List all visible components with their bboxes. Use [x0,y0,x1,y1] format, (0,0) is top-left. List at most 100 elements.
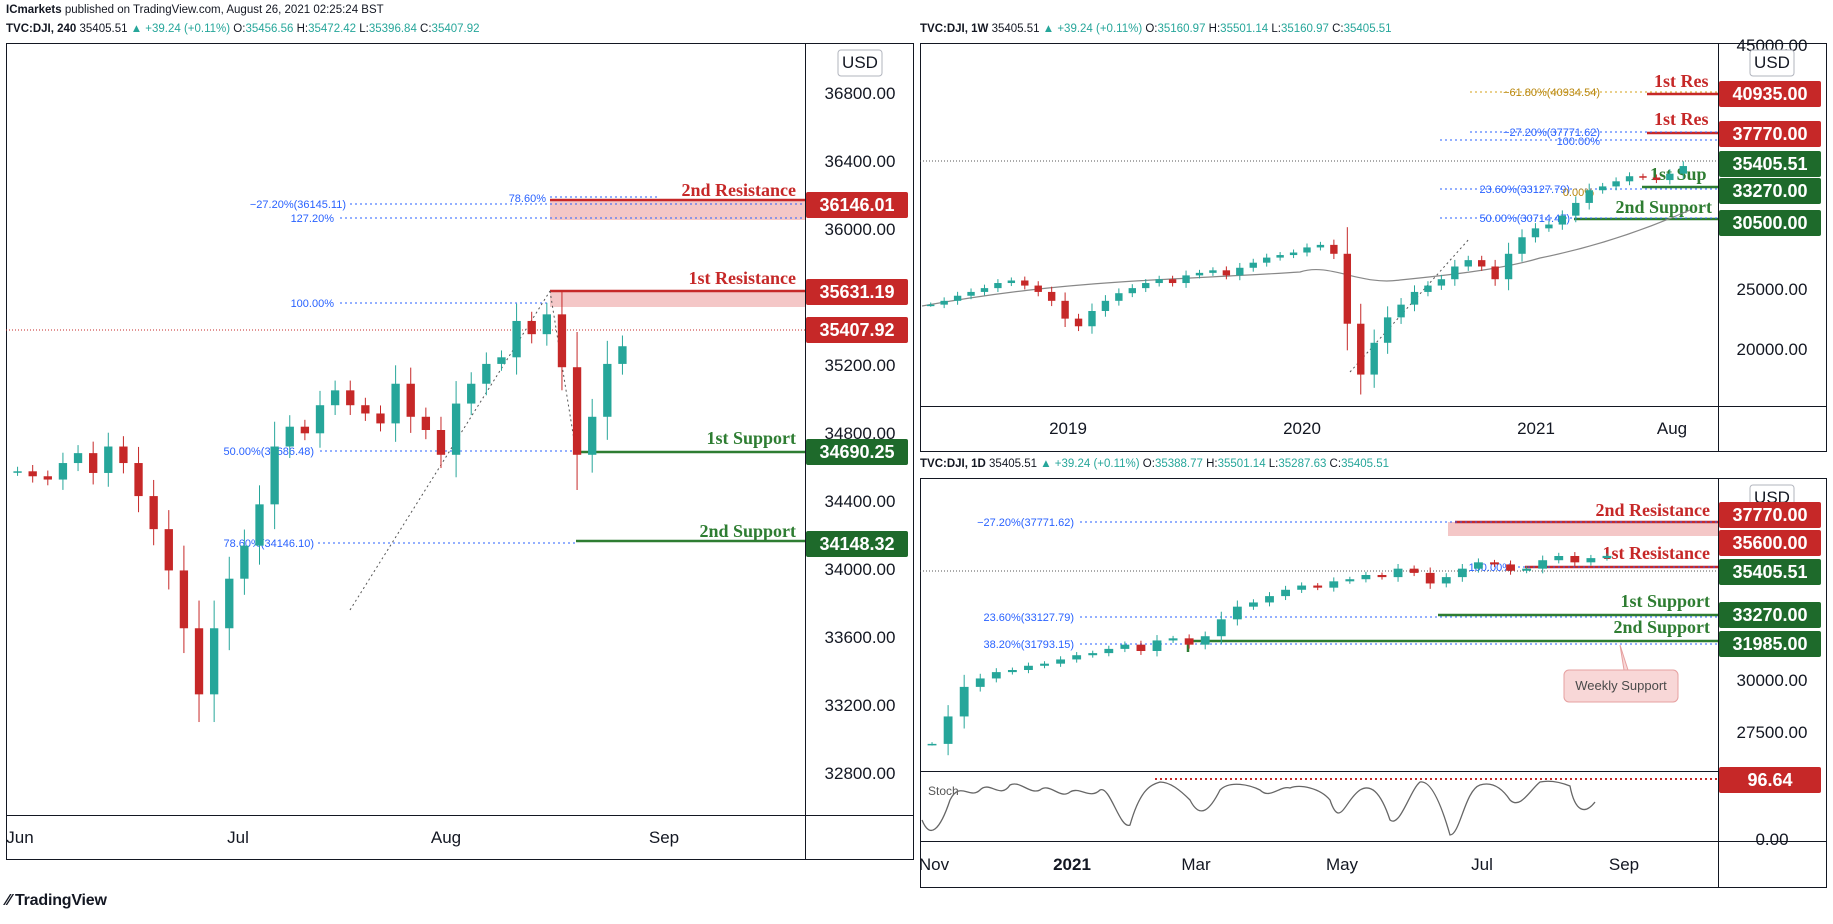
candle [572,367,582,455]
tradingview-logo[interactable]: ⁄⁄ TradingView [6,892,107,909]
candle [1262,257,1271,263]
panel-4h-currency-badge[interactable] [837,49,883,77]
candle [1182,275,1190,284]
fib-label: 78.60% [509,193,547,205]
level-label-res1: 1st Resistance [1603,543,1710,563]
candle [1007,280,1016,284]
candle [1370,342,1378,375]
candle [953,295,962,301]
price-tag-text: 35405.51 [1732,562,1807,582]
candle [270,446,279,505]
fib-label: 127.20% [291,213,335,225]
panel-1d-price-tags: 37770.00 35600.00 35405.51 33270.00 3198… [1719,502,1821,793]
price-tag-text: 96.64 [1747,770,1792,790]
candle [1451,266,1459,280]
candle [1612,181,1620,187]
candle [361,405,370,414]
candle [451,403,461,455]
price-tag [1719,178,1821,204]
candle [240,545,249,579]
price-tick: 25000.00 [1737,280,1808,299]
candle [1216,619,1226,637]
candle [1545,224,1553,229]
candle [1152,640,1162,651]
fib-label: 100.00% [1557,136,1601,148]
candle [1200,636,1210,645]
price-tag-text: 30500.00 [1732,213,1807,233]
panel-4h: USD 36800.00 36400.00 36000.00 35200.00 … [6,43,914,860]
level-label-sup1: 1st Support [1620,591,1710,611]
level-label-sup2: 2nd Support [1615,197,1712,217]
tradingview-mark-icon: ⁄⁄ [6,892,11,909]
time-tick: Jul [227,828,249,847]
price-tick: 32800.00 [825,764,896,783]
candle [1570,556,1580,563]
candle [1072,655,1082,660]
candle [1329,581,1339,588]
price-tag [1719,530,1821,556]
price-tag [1719,602,1821,628]
candle [1316,244,1325,248]
candle [89,453,98,473]
candle [1357,323,1365,375]
price-tag-text: 34148.32 [819,534,894,554]
candle [1425,572,1435,584]
candle [1155,279,1163,284]
time-tick: May [1326,855,1359,874]
level-label-res1: 1st Res [1654,109,1709,129]
panel-4h-res2-zone [550,200,805,220]
candle [28,471,37,477]
candle [927,743,937,746]
candle [1522,568,1532,571]
price-tag [1719,502,1821,528]
candle [1531,228,1540,238]
candle [421,416,431,430]
candle [980,288,989,292]
price-tick: 36000.00 [825,220,896,239]
panel-1w-currency-label: USD [1754,53,1790,72]
panel-1w-price-tags: 40935.00 37770.00 35405.51 33270.00 3050… [1719,81,1821,236]
candle [1034,285,1042,292]
price-tag [1719,210,1821,236]
panel-1w-currency-badge[interactable] [1749,49,1795,77]
fib-label: −61.80%(40934.54) [1503,87,1600,99]
candle [1538,560,1548,569]
candle [1222,270,1231,276]
price-tick: 36800.00 [825,84,896,103]
price-tag [806,439,908,465]
candle [1056,659,1066,664]
price-tick: 33600.00 [825,628,896,647]
panel-1w-header: TVC:DJI, 1W 35405.51 ▲ +39.24 (+0.11%) O… [920,23,1392,35]
candle [1021,280,1029,286]
candle [119,446,128,464]
candle [1478,260,1486,267]
fib-label: 78.60%(34146.10) [223,538,314,550]
time-tick: Mar [1181,855,1211,874]
candle [1303,247,1311,253]
price-tag-text: 35405.51 [1732,154,1807,174]
price-tag-text: 35407.92 [819,320,894,340]
price-tag-text: 37770.00 [1732,505,1807,525]
panel-1d: USD 30000.00 27500.00 0.00 Nov 2021 Mar … [919,478,1827,888]
price-tag-text: 31985.00 [1732,634,1807,654]
price-tag-text: 37770.00 [1732,124,1807,144]
candle [542,314,551,335]
price-tick: 35200.00 [825,356,896,375]
candle [1330,244,1338,254]
candle [134,463,143,497]
candle [1602,555,1612,559]
candle [1289,252,1298,256]
fib-label: −27.20%(37771.62) [1503,127,1600,139]
candle [1297,585,1307,590]
price-tag [1719,559,1821,585]
fib-label: 23.60%(33127.79) [983,612,1074,624]
candle [1410,291,1419,305]
candle [1409,568,1419,573]
level-label-sup2: 2nd Support [1613,617,1710,637]
candle [1128,288,1136,294]
candle [315,405,325,434]
level-label-res2: 2nd Resistance [681,180,796,200]
candle [1265,596,1274,603]
candle [603,363,612,417]
candle [104,446,113,473]
